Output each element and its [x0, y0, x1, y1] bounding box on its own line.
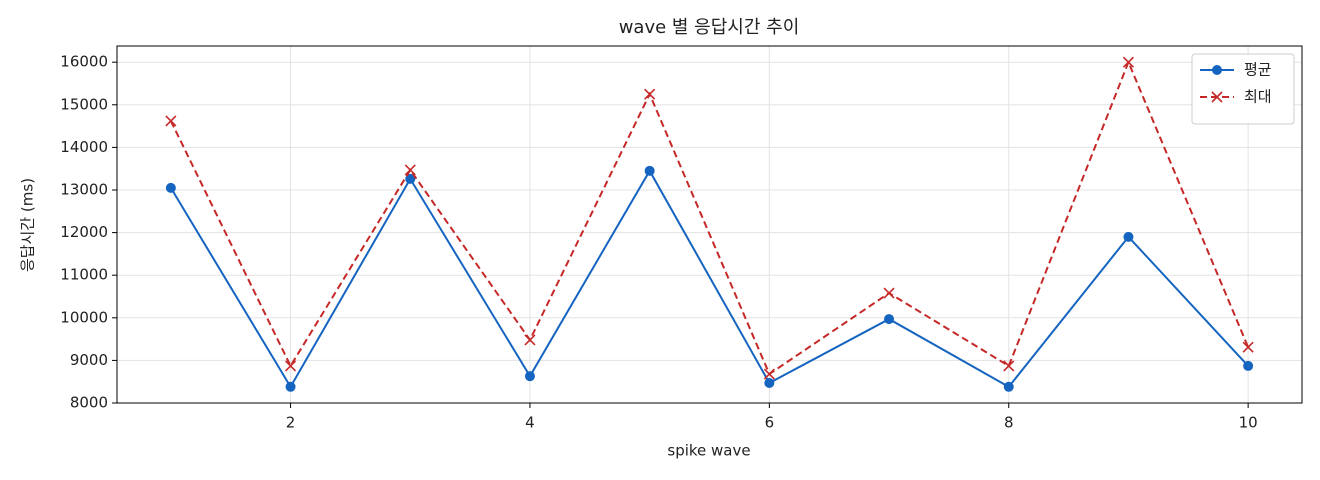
- marker: [285, 381, 296, 392]
- marker: [524, 371, 535, 382]
- y-tick-label: 11000: [60, 266, 108, 284]
- marker: [1003, 360, 1015, 372]
- marker: [883, 287, 895, 299]
- legend-box: [1191, 53, 1295, 125]
- marker: [644, 88, 656, 100]
- chart-title: wave 별 응답시간 추이: [619, 17, 800, 38]
- x-tick-label: 8: [1004, 414, 1014, 432]
- y-tick-label: 8000: [70, 394, 108, 412]
- x-tick-label: 10: [1239, 414, 1258, 432]
- marker: [1123, 231, 1134, 242]
- y-tick-label: 10000: [60, 308, 108, 326]
- y-tick-label: 14000: [60, 138, 108, 156]
- marker: [884, 314, 895, 325]
- marker: [644, 165, 655, 176]
- series-line: [169, 59, 1250, 376]
- marker: [404, 164, 416, 176]
- legend-label: 평균: [1244, 61, 1272, 79]
- plot-frame: [116, 45, 1303, 404]
- marker: [405, 173, 416, 184]
- y-tick-label: 16000: [60, 53, 108, 71]
- x-tick-label: 2: [286, 414, 296, 432]
- marker: [1243, 360, 1254, 371]
- y-tick-label: 13000: [60, 180, 108, 198]
- y-tick-label: 12000: [60, 223, 108, 241]
- marker: [284, 360, 297, 372]
- marker: [1003, 381, 1014, 392]
- legend-marker: [1212, 65, 1222, 75]
- marker: [1242, 341, 1254, 353]
- y-tick-label: 9000: [70, 351, 108, 369]
- marker: [1122, 56, 1135, 68]
- x-tick-label: 4: [525, 414, 535, 432]
- legend-label: 최대: [1244, 88, 1272, 106]
- y-tick-label: 15000: [60, 95, 108, 113]
- series-line: [170, 168, 1249, 389]
- marker: [524, 334, 536, 346]
- x-axis-label: spike wave: [667, 442, 750, 460]
- legend-marker: [1211, 91, 1223, 103]
- marker: [165, 182, 176, 193]
- x-tick-label: 6: [765, 414, 775, 432]
- marker: [763, 368, 775, 380]
- marker: [764, 377, 775, 388]
- marker: [165, 115, 177, 127]
- y-axis-label: 응답시간 (ms): [19, 178, 37, 272]
